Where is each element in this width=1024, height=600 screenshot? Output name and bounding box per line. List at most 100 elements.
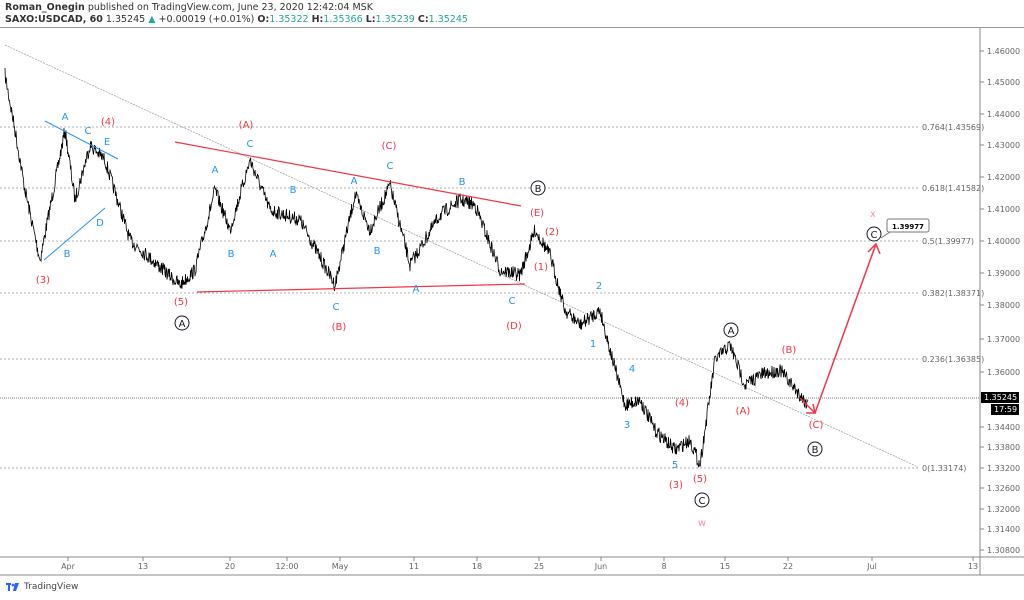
wave-label: 3 — [624, 420, 630, 431]
fib-level-label: 0(1.33174) — [922, 464, 966, 473]
blue-trendline — [44, 120, 119, 160]
wave-label: (3) — [36, 275, 50, 286]
wave-label: (2) — [545, 227, 559, 238]
wave-label: (A) — [736, 406, 751, 417]
diagonal-trendline — [4, 44, 919, 468]
wave-label: 5 — [672, 460, 678, 471]
wave-label: A — [270, 249, 277, 260]
open-value: 1.35322 — [269, 14, 309, 25]
wave-label: C — [247, 139, 254, 150]
time-tick-label: Jul — [866, 562, 877, 571]
wave-label: (E) — [530, 208, 544, 219]
price-tick-label: 1.32000 — [987, 505, 1020, 514]
fib-level-label: 0.382(1.38371) — [922, 289, 984, 298]
time-tick-label: 11 — [409, 562, 419, 571]
wave-label: C — [387, 161, 394, 172]
author: Roman_Onegin — [5, 2, 85, 13]
arrowhead-icon — [806, 242, 881, 414]
time-tick-label: 13 — [138, 562, 148, 571]
wave-label: B — [374, 246, 381, 257]
fib-level-label: 0.618(1.41582) — [922, 184, 984, 193]
price-tick-label: 1.34400 — [987, 423, 1020, 432]
price-tick-label: 1.38000 — [987, 301, 1020, 310]
low-label: L: — [365, 14, 376, 25]
target-callout-label: 1.39977 — [892, 223, 924, 231]
price-tick-label: 1.32600 — [987, 484, 1020, 493]
wave-label: (C) — [382, 141, 397, 152]
wave-label: (D) — [506, 321, 522, 332]
wave-label: A — [212, 165, 219, 176]
wave-label: A — [413, 284, 420, 295]
time-tick-label: 13 — [968, 562, 978, 571]
price-tick-label: 1.39000 — [987, 269, 1020, 278]
wave-label: B — [290, 185, 297, 196]
wave-label: B — [812, 445, 819, 456]
price-tick-label: 1.44000 — [987, 110, 1020, 119]
wave-label: (B) — [332, 322, 347, 333]
high-value: 1.35366 — [323, 14, 363, 25]
high-label: H: — [311, 14, 324, 25]
last-price: 1.35245 — [105, 14, 146, 25]
price-change: +0.00019 (+0.01%) — [158, 14, 255, 25]
wave-label: w — [698, 518, 706, 529]
price-tick-label: 1.33800 — [987, 443, 1020, 452]
price-tick-label: 1.37000 — [987, 335, 1020, 344]
wave-label: E — [104, 137, 110, 148]
wave-label: 2 — [596, 281, 602, 292]
wave-label: (3) — [669, 480, 683, 491]
wave-label: (5) — [693, 474, 707, 485]
wave-label: B — [228, 249, 235, 260]
time-tick-label: 22 — [783, 562, 793, 571]
price-tick-label: 1.33200 — [987, 464, 1020, 473]
wave-circle — [723, 322, 739, 338]
brand-name: TradingView — [24, 582, 79, 592]
wave-label: (1) — [534, 262, 548, 273]
wave-label: 1 — [590, 339, 596, 350]
wave-label: C — [85, 126, 92, 137]
fib-level-label: 0.236(1.36385) — [922, 355, 984, 364]
wave-label: C — [699, 496, 706, 507]
wave-label: C — [333, 302, 340, 313]
wave-label: A — [351, 176, 358, 187]
callout-pointer — [880, 231, 891, 239]
low-value: 1.35239 — [375, 14, 415, 25]
time-tick-label: 12:00 — [275, 562, 298, 571]
wave-label: C — [871, 230, 878, 241]
footer: TradingView — [6, 582, 78, 592]
wave-label: A — [62, 112, 69, 123]
price-tick-label: 1.40000 — [987, 237, 1020, 246]
current-price-badge — [981, 392, 1019, 403]
wave-circle — [866, 226, 882, 242]
time-tick-label: 20 — [225, 562, 235, 571]
time-tick-label: 18 — [472, 562, 482, 571]
wave-label: D — [96, 218, 104, 229]
chart-header: Roman_Onegin published on TradingView.co… — [5, 2, 468, 26]
blue-trendline — [43, 207, 106, 261]
price-tick-label: 1.41000 — [987, 205, 1020, 214]
open-label: O: — [257, 14, 270, 25]
target-callout — [886, 218, 930, 233]
wave-label: B — [459, 177, 466, 188]
current-price-label: 1.35245 — [984, 393, 1017, 402]
price-tick-label: 1.45000 — [987, 78, 1020, 87]
header-divider — [0, 27, 1024, 28]
time-tick-label: 25 — [534, 562, 544, 571]
wave-circle — [174, 315, 190, 331]
published-info: published on TradingView.com, June 23, 2… — [87, 2, 373, 13]
red-triangle-upper — [174, 141, 522, 207]
price-tick-label: 1.31400 — [987, 525, 1020, 534]
wave-label: 4 — [629, 364, 635, 375]
countdown-label: 17:59 — [994, 405, 1017, 414]
price-tick-label: 1.30800 — [987, 546, 1020, 555]
time-tick-label: Jun — [594, 562, 608, 571]
close-value: 1.35245 — [428, 14, 468, 25]
price-series — [4, 67, 808, 468]
red-triangle-lower — [196, 283, 526, 293]
time-tick-label: Apr — [61, 562, 76, 571]
price-tick-label: 1.36000 — [987, 368, 1020, 377]
wave-label: B — [535, 184, 542, 195]
tradingview-logo-icon — [6, 583, 19, 591]
price-tick-label: 1.42000 — [987, 173, 1020, 182]
close-label: C: — [417, 14, 429, 25]
